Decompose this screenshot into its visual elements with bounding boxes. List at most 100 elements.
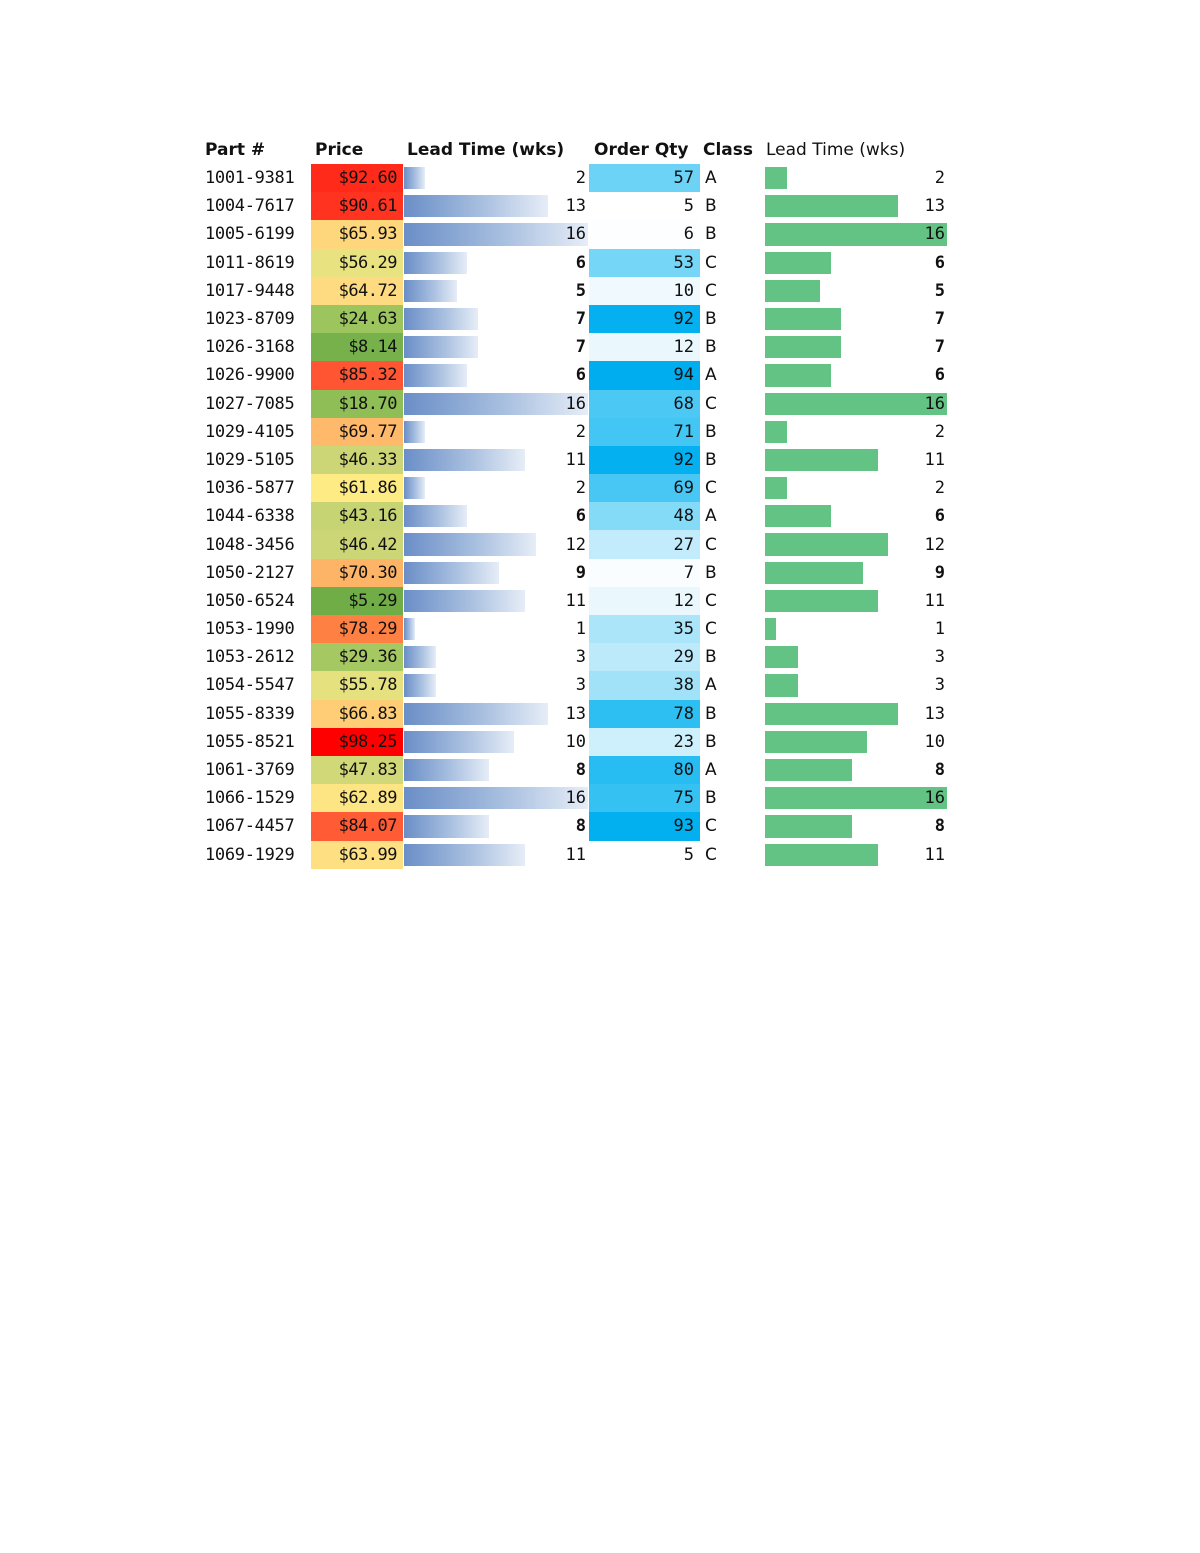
lead-time-databar-cell[interactable]: 2 <box>404 474 588 502</box>
lead-time-solid-bar-cell[interactable]: 16 <box>765 390 947 418</box>
lead-time-databar-cell[interactable]: 16 <box>404 784 588 812</box>
lead-time-databar-cell[interactable]: 9 <box>404 559 588 587</box>
class-cell[interactable]: B <box>705 788 717 809</box>
lead-time-solid-bar-cell[interactable]: 11 <box>765 587 947 615</box>
lead-time-solid-bar-cell[interactable]: 5 <box>765 277 947 305</box>
part-number-cell[interactable]: 1017-9448 <box>205 280 295 301</box>
lead-time-solid-bar-cell[interactable]: 6 <box>765 502 947 530</box>
part-number-cell[interactable]: 1054-5547 <box>205 675 295 696</box>
lead-time-databar-cell[interactable]: 16 <box>404 390 588 418</box>
part-number-cell[interactable]: 1055-8339 <box>205 703 295 724</box>
lead-time-databar-cell[interactable]: 11 <box>404 446 588 474</box>
part-number-cell[interactable]: 1004-7617 <box>205 196 295 217</box>
order-qty-cell[interactable]: 12 <box>589 586 700 615</box>
part-number-cell[interactable]: 1011-8619 <box>205 252 295 273</box>
order-qty-cell[interactable]: 35 <box>589 615 700 644</box>
class-cell[interactable]: B <box>705 421 717 442</box>
price-cell[interactable]: $90.61 <box>311 192 403 221</box>
part-number-cell[interactable]: 1026-3168 <box>205 337 295 358</box>
lead-time-databar-cell[interactable]: 11 <box>404 841 588 869</box>
price-cell[interactable]: $70.30 <box>311 558 403 587</box>
part-number-cell[interactable]: 1053-1990 <box>205 619 295 640</box>
class-cell[interactable]: A <box>705 506 717 527</box>
lead-time-solid-bar-cell[interactable]: 9 <box>765 559 947 587</box>
header-lead-time[interactable]: Lead Time (wks) <box>407 140 565 160</box>
part-number-cell[interactable]: 1001-9381 <box>205 168 295 189</box>
class-cell[interactable]: B <box>705 731 717 752</box>
lead-time-solid-bar-cell[interactable]: 10 <box>765 728 947 756</box>
class-cell[interactable]: C <box>705 816 717 837</box>
part-number-cell[interactable]: 1061-3769 <box>205 760 295 781</box>
price-cell[interactable]: $55.78 <box>311 671 403 700</box>
class-cell[interactable]: A <box>705 168 717 189</box>
lead-time-databar-cell[interactable]: 3 <box>404 671 588 699</box>
price-cell[interactable]: $69.77 <box>311 417 403 446</box>
class-cell[interactable]: C <box>705 590 717 611</box>
price-cell[interactable]: $56.29 <box>311 248 403 277</box>
part-number-cell[interactable]: 1029-5105 <box>205 449 295 470</box>
order-qty-cell[interactable]: 7 <box>589 558 700 587</box>
part-number-cell[interactable]: 1053-2612 <box>205 647 295 668</box>
price-cell[interactable]: $78.29 <box>311 615 403 644</box>
class-cell[interactable]: B <box>705 224 717 245</box>
part-number-cell[interactable]: 1026-9900 <box>205 365 295 386</box>
header-class[interactable]: Class <box>703 140 754 160</box>
part-number-cell[interactable]: 1069-1929 <box>205 844 295 865</box>
class-cell[interactable]: C <box>705 619 717 640</box>
lead-time-solid-bar-cell[interactable]: 16 <box>765 220 947 248</box>
lead-time-databar-cell[interactable]: 8 <box>404 756 588 784</box>
order-qty-cell[interactable]: 53 <box>589 248 700 277</box>
lead-time-databar-cell[interactable]: 2 <box>404 418 588 446</box>
part-number-cell[interactable]: 1029-4105 <box>205 421 295 442</box>
price-cell[interactable]: $65.93 <box>311 220 403 249</box>
lead-time-solid-bar-cell[interactable]: 11 <box>765 446 947 474</box>
lead-time-solid-bar-cell[interactable]: 2 <box>765 474 947 502</box>
lead-time-databar-cell[interactable]: 5 <box>404 277 588 305</box>
class-cell[interactable]: C <box>705 280 717 301</box>
order-qty-cell[interactable]: 71 <box>589 417 700 446</box>
price-cell[interactable]: $92.60 <box>311 164 403 193</box>
lead-time-solid-bar-cell[interactable]: 6 <box>765 361 947 389</box>
lead-time-databar-cell[interactable]: 13 <box>404 192 588 220</box>
lead-time-solid-bar-cell[interactable]: 3 <box>765 671 947 699</box>
lead-time-databar-cell[interactable]: 8 <box>404 812 588 840</box>
class-cell[interactable]: C <box>705 844 717 865</box>
lead-time-solid-bar-cell[interactable]: 2 <box>765 418 947 446</box>
class-cell[interactable]: C <box>705 534 717 555</box>
price-cell[interactable]: $62.89 <box>311 784 403 813</box>
order-qty-cell[interactable]: 29 <box>589 643 700 672</box>
order-qty-cell[interactable]: 80 <box>589 755 700 785</box>
price-cell[interactable]: $18.70 <box>311 389 403 418</box>
lead-time-databar-cell[interactable]: 7 <box>404 333 588 361</box>
order-qty-cell[interactable]: 12 <box>589 333 700 362</box>
header-part[interactable]: Part # <box>205 140 266 160</box>
order-qty-cell[interactable]: 93 <box>589 812 700 841</box>
lead-time-databar-cell[interactable]: 6 <box>404 502 588 530</box>
order-qty-cell[interactable]: 92 <box>589 445 700 475</box>
lead-time-solid-bar-cell[interactable]: 1 <box>765 615 947 643</box>
order-qty-cell[interactable]: 57 <box>589 164 700 193</box>
price-cell[interactable]: $98.25 <box>311 727 403 756</box>
lead-time-solid-bar-cell[interactable]: 8 <box>765 812 947 840</box>
header-order-qty[interactable]: Order Qty <box>594 140 689 160</box>
lead-time-solid-bar-cell[interactable]: 12 <box>765 530 947 558</box>
price-cell[interactable]: $24.63 <box>311 304 403 334</box>
part-number-cell[interactable]: 1067-4457 <box>205 816 295 837</box>
price-cell[interactable]: $85.32 <box>311 361 403 390</box>
lead-time-databar-cell[interactable]: 6 <box>404 361 588 389</box>
price-cell[interactable]: $64.72 <box>311 276 403 305</box>
class-cell[interactable]: B <box>705 309 717 330</box>
lead-time-databar-cell[interactable]: 6 <box>404 249 588 277</box>
lead-time-databar-cell[interactable]: 1 <box>404 615 588 643</box>
order-qty-cell[interactable]: 6 <box>589 220 700 249</box>
order-qty-cell[interactable]: 69 <box>589 474 700 503</box>
part-number-cell[interactable]: 1055-8521 <box>205 731 295 752</box>
lead-time-databar-cell[interactable]: 13 <box>404 700 588 728</box>
header-lead-time-2[interactable]: Lead Time (wks) <box>766 140 906 160</box>
price-cell[interactable]: $46.42 <box>311 530 403 559</box>
part-number-cell[interactable]: 1005-6199 <box>205 224 295 245</box>
lead-time-databar-cell[interactable]: 2 <box>404 164 588 192</box>
class-cell[interactable]: B <box>705 703 717 724</box>
lead-time-solid-bar-cell[interactable]: 16 <box>765 784 947 812</box>
price-cell[interactable]: $84.07 <box>311 812 403 841</box>
